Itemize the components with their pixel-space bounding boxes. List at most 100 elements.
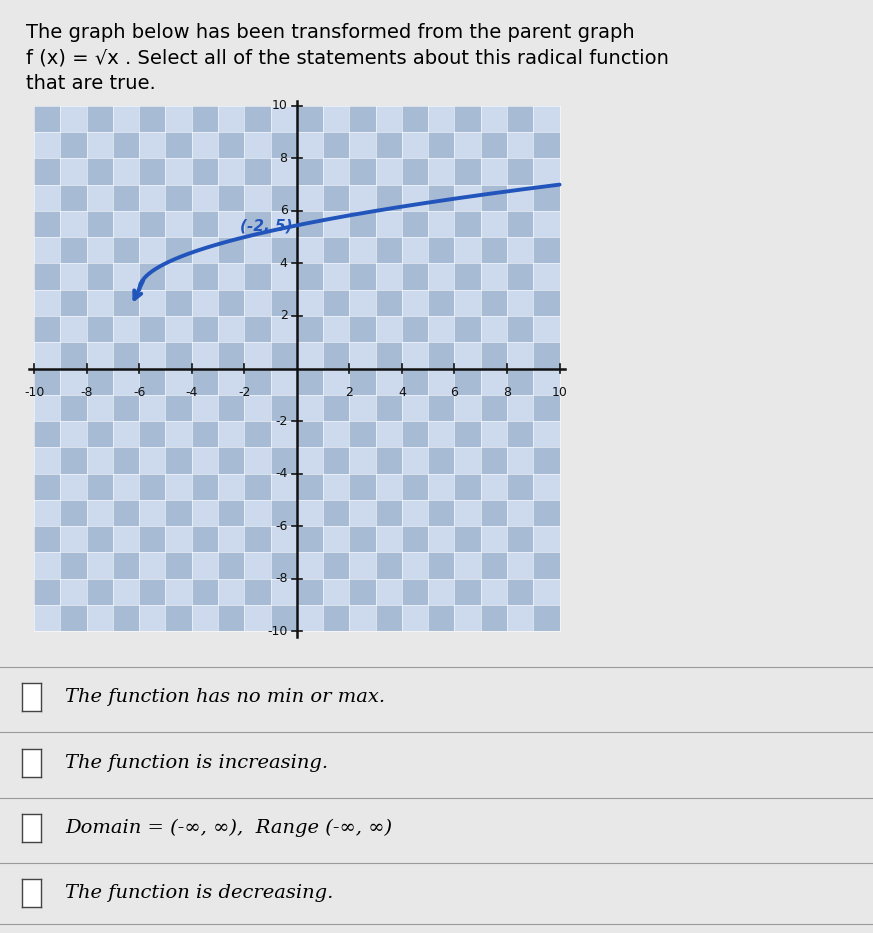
Bar bbox=[86, 474, 113, 500]
Text: Domain = (-∞, ∞),  Range (-∞, ∞): Domain = (-∞, ∞), Range (-∞, ∞) bbox=[65, 819, 393, 837]
Bar bbox=[60, 237, 86, 263]
Bar bbox=[375, 132, 402, 159]
Bar bbox=[455, 132, 481, 159]
Bar bbox=[86, 500, 113, 526]
Bar bbox=[113, 369, 139, 395]
Bar bbox=[218, 447, 244, 474]
Bar bbox=[244, 447, 271, 474]
Bar bbox=[244, 105, 271, 132]
Bar bbox=[34, 290, 60, 316]
Bar bbox=[481, 578, 507, 605]
Bar bbox=[113, 237, 139, 263]
Bar bbox=[481, 395, 507, 421]
Bar bbox=[455, 159, 481, 185]
Bar bbox=[86, 185, 113, 211]
Bar bbox=[139, 369, 166, 395]
Bar bbox=[86, 578, 113, 605]
Bar bbox=[481, 211, 507, 237]
Bar bbox=[139, 500, 166, 526]
Bar bbox=[113, 526, 139, 552]
Text: -6: -6 bbox=[275, 520, 287, 533]
Bar bbox=[166, 290, 192, 316]
Bar bbox=[218, 474, 244, 500]
Bar bbox=[455, 237, 481, 263]
Bar bbox=[455, 369, 481, 395]
Bar bbox=[428, 500, 455, 526]
Bar bbox=[166, 132, 192, 159]
Bar bbox=[428, 316, 455, 342]
Bar bbox=[166, 526, 192, 552]
Bar bbox=[507, 263, 533, 290]
Bar bbox=[139, 316, 166, 342]
Bar bbox=[533, 237, 560, 263]
Bar bbox=[428, 605, 455, 632]
Bar bbox=[297, 474, 323, 500]
Bar bbox=[86, 369, 113, 395]
Bar bbox=[34, 159, 60, 185]
Bar bbox=[402, 421, 428, 447]
Bar bbox=[86, 159, 113, 185]
Text: that are true.: that are true. bbox=[26, 74, 156, 92]
Bar bbox=[375, 578, 402, 605]
Bar bbox=[507, 159, 533, 185]
Bar bbox=[271, 421, 297, 447]
Bar bbox=[192, 447, 218, 474]
Bar bbox=[323, 395, 349, 421]
Bar bbox=[271, 526, 297, 552]
Bar bbox=[218, 211, 244, 237]
Bar bbox=[86, 211, 113, 237]
Bar bbox=[192, 263, 218, 290]
Bar bbox=[455, 290, 481, 316]
Bar bbox=[244, 237, 271, 263]
Bar bbox=[192, 578, 218, 605]
Bar bbox=[323, 105, 349, 132]
Bar bbox=[481, 552, 507, 578]
Text: 10: 10 bbox=[552, 385, 567, 398]
Text: 2: 2 bbox=[346, 385, 354, 398]
Bar bbox=[375, 395, 402, 421]
Bar bbox=[166, 159, 192, 185]
Bar bbox=[428, 552, 455, 578]
Bar bbox=[192, 395, 218, 421]
Bar bbox=[271, 263, 297, 290]
Bar bbox=[271, 185, 297, 211]
Bar bbox=[244, 474, 271, 500]
Bar bbox=[34, 316, 60, 342]
Bar bbox=[402, 447, 428, 474]
Bar bbox=[192, 474, 218, 500]
Bar bbox=[455, 552, 481, 578]
Bar bbox=[218, 185, 244, 211]
Bar bbox=[428, 185, 455, 211]
Bar bbox=[166, 500, 192, 526]
Bar bbox=[60, 185, 86, 211]
Bar bbox=[507, 316, 533, 342]
Bar bbox=[113, 159, 139, 185]
Bar bbox=[297, 159, 323, 185]
Bar bbox=[375, 105, 402, 132]
Bar bbox=[323, 342, 349, 369]
Bar bbox=[297, 105, 323, 132]
Bar bbox=[481, 447, 507, 474]
Bar bbox=[139, 605, 166, 632]
Bar bbox=[375, 500, 402, 526]
Text: -8: -8 bbox=[80, 385, 93, 398]
Bar bbox=[166, 105, 192, 132]
Bar bbox=[428, 211, 455, 237]
Bar bbox=[323, 369, 349, 395]
Bar bbox=[113, 578, 139, 605]
Bar bbox=[428, 395, 455, 421]
Bar bbox=[402, 395, 428, 421]
Bar bbox=[507, 132, 533, 159]
Bar bbox=[428, 132, 455, 159]
Bar bbox=[455, 526, 481, 552]
Bar bbox=[218, 105, 244, 132]
Text: The function has no min or max.: The function has no min or max. bbox=[65, 689, 386, 706]
Bar bbox=[533, 211, 560, 237]
Bar bbox=[455, 342, 481, 369]
Bar bbox=[166, 474, 192, 500]
Bar bbox=[218, 159, 244, 185]
Bar bbox=[86, 395, 113, 421]
Bar bbox=[533, 474, 560, 500]
Bar bbox=[349, 578, 375, 605]
Bar bbox=[218, 237, 244, 263]
